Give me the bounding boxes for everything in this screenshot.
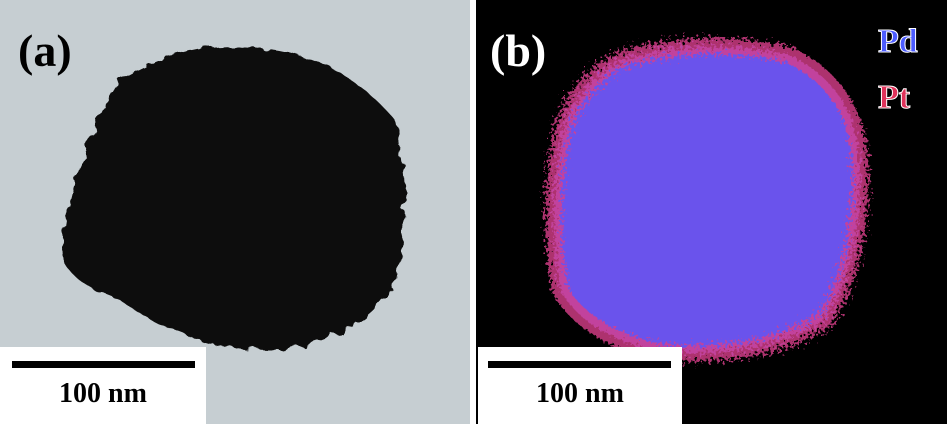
- scale-bar-box: [0, 347, 206, 424]
- legend-pd: Pd: [878, 23, 918, 60]
- scale-bar-label: 100 nm: [59, 378, 147, 409]
- scale-bar: [12, 361, 195, 368]
- element-map: [545, 38, 869, 362]
- panel-label: (b): [490, 25, 546, 76]
- panel-label: (a): [18, 25, 72, 76]
- scale-bar-box: [478, 347, 682, 424]
- legend-pt: Pt: [878, 79, 911, 116]
- scale-bar: [488, 361, 671, 368]
- scale-bar-label: 100 nm: [536, 378, 624, 409]
- nanoparticle: [62, 46, 405, 351]
- panel-a: (a) 100 nm: [0, 0, 470, 424]
- panel-b: (b) Pd Pt 100 nm: [476, 0, 947, 424]
